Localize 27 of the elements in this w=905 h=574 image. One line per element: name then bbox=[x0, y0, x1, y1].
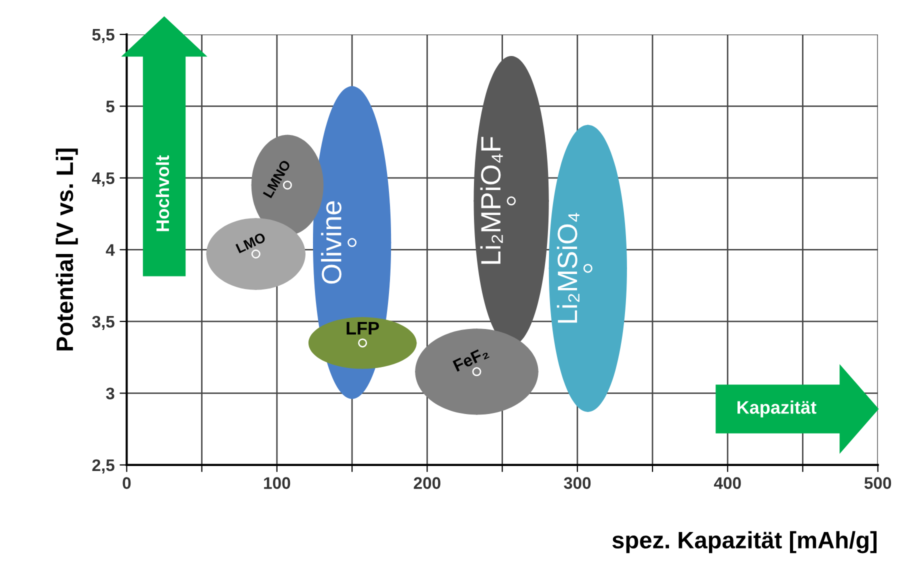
y-tick-label: 4 bbox=[106, 244, 115, 256]
x-tick-label: 0 bbox=[122, 477, 131, 489]
series-label: LFP bbox=[346, 322, 379, 334]
text: Li₂MSiO₄ bbox=[556, 212, 580, 323]
x-tick-label: 200 bbox=[414, 477, 440, 489]
x-tick-label: 300 bbox=[564, 477, 591, 490]
y-tick-label: 5 bbox=[106, 100, 114, 112]
annotation: Hochvolt bbox=[156, 155, 170, 232]
text: LMO bbox=[235, 232, 266, 254]
text: Li₂MPiO₄F bbox=[480, 136, 503, 264]
y-tick-label: 5,5 bbox=[92, 29, 114, 44]
y-axis-title: Potential [V vs. Li] bbox=[56, 148, 78, 350]
point bbox=[583, 264, 592, 273]
annotation: Kapazität bbox=[738, 400, 816, 418]
x-tick-label: 500 bbox=[864, 477, 892, 489]
point bbox=[506, 196, 516, 206]
x-axis-title: spez. Kapazität [mAh/g] bbox=[612, 531, 877, 554]
x-tick-label: 100 bbox=[264, 477, 290, 489]
x-tick-label: 400 bbox=[714, 477, 741, 489]
y-tick-label: 4,5 bbox=[92, 172, 114, 187]
point bbox=[348, 238, 357, 248]
y-tick-label: 2,5 bbox=[92, 459, 114, 474]
point bbox=[358, 338, 368, 348]
text: FeF₂ bbox=[452, 346, 490, 372]
y-tick-label: 3 bbox=[106, 388, 114, 400]
text: Olivine bbox=[321, 201, 342, 284]
y-tick-label: 3,5 bbox=[92, 316, 114, 330]
